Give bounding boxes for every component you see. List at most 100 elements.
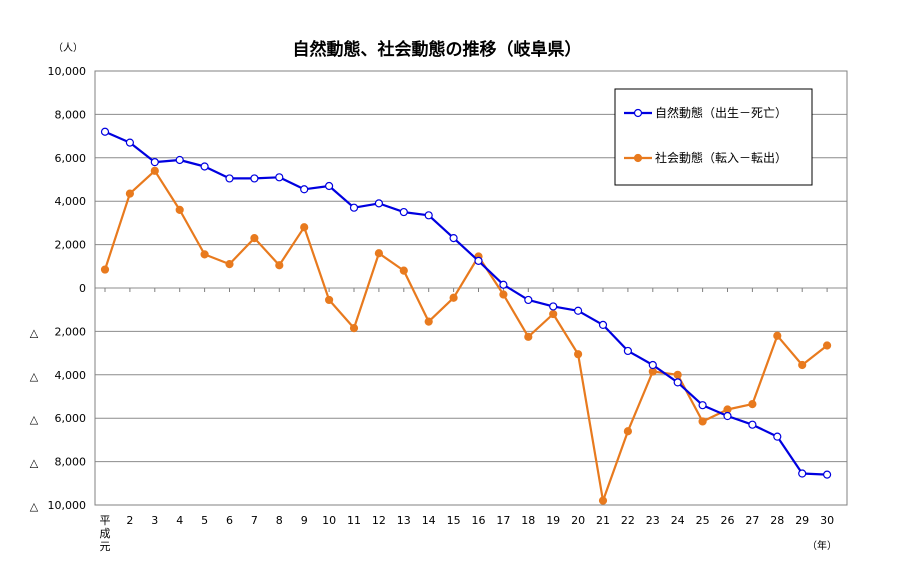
data-point [175, 155, 184, 165]
x-tick-label: 17 [496, 514, 510, 527]
x-tick-label: 6 [226, 514, 233, 527]
series-line-1 [103, 169, 828, 502]
data-point [798, 469, 807, 478]
data-point [623, 427, 633, 436]
data-point [424, 317, 433, 326]
data-point [225, 260, 234, 269]
data-point [598, 496, 608, 505]
legend-swatch-marker [633, 108, 643, 118]
y-tick-label: 10,000 [48, 499, 87, 512]
y-tick-label: 8,000 [55, 456, 87, 469]
data-point [549, 309, 558, 319]
y-tick-label: 2,000 [55, 325, 87, 338]
legend-box [614, 88, 813, 186]
data-point [748, 420, 757, 429]
data-point [574, 350, 583, 359]
x-tick-label: 7 [251, 514, 258, 527]
data-point [823, 341, 832, 350]
x-tick-label: 10 [322, 514, 336, 527]
data-point [175, 205, 184, 214]
x-tick-label: 25 [696, 514, 710, 527]
data-point [698, 417, 707, 426]
x-tick-label: 21 [596, 514, 610, 527]
data-point [275, 261, 284, 270]
data-point [748, 399, 757, 409]
legend-label: 自然動態（出生－死亡） [655, 105, 787, 120]
data-point [822, 470, 832, 479]
x-tick-label: 26 [721, 514, 735, 527]
data-point [623, 346, 633, 356]
y-tick-label: 4,000 [55, 195, 87, 208]
x-tick-label: 30 [820, 514, 834, 527]
data-point [349, 203, 359, 212]
x-tick-label: 29 [795, 514, 809, 527]
data-point [499, 280, 508, 289]
x-tick-label: 18 [521, 514, 535, 527]
data-point [798, 360, 807, 370]
data-point [125, 138, 134, 147]
data-point [100, 127, 110, 136]
y-tick-label: 6,000 [55, 152, 87, 165]
y-tick-label: 2,000 [55, 239, 87, 252]
y-tick-label: 4,000 [55, 369, 87, 382]
x-tick-label: 12 [372, 514, 386, 527]
data-point [200, 162, 209, 171]
negative-marker: △ [30, 370, 39, 383]
x-tick-label: 2 [126, 514, 133, 527]
series-lines [100, 127, 832, 505]
data-point [723, 411, 732, 421]
negative-marker: △ [30, 500, 39, 513]
data-point [200, 250, 209, 259]
legend-swatch-marker [633, 153, 643, 163]
x-tick-label: 11 [347, 514, 361, 527]
x-tick-label: 24 [671, 514, 685, 527]
x-tick-label: 19 [546, 514, 560, 527]
legend: 自然動態（出生－死亡） 社会動態（転入－転出） [614, 88, 813, 186]
data-point [150, 158, 159, 167]
data-point [250, 174, 259, 183]
x-tick-label: 14 [422, 514, 436, 527]
x-axis-unit: （年） [807, 539, 837, 552]
x-tick-label: 3 [151, 514, 158, 527]
data-point [449, 293, 458, 302]
x-tick-label: 5 [201, 514, 208, 527]
data-point [673, 370, 682, 379]
data-point [399, 266, 408, 275]
data-point [300, 185, 309, 194]
x-tick-label: 8 [276, 514, 283, 527]
x-tick-label: 15 [447, 514, 461, 527]
data-point [773, 432, 782, 441]
data-point [100, 265, 110, 274]
legend-label: 社会動態（転入－転出） [655, 150, 787, 165]
data-point [449, 233, 458, 243]
data-point [499, 290, 508, 299]
data-point [648, 360, 657, 370]
data-point [325, 295, 334, 305]
data-point [150, 166, 159, 175]
x-tick-label: 4 [176, 514, 183, 527]
negative-marker: △ [30, 413, 39, 426]
data-point [549, 302, 558, 311]
data-point [325, 181, 334, 191]
x-tick-label: 20 [571, 514, 585, 527]
x-tick-label: 13 [397, 514, 411, 527]
x-tick-label: 9 [301, 514, 308, 527]
data-point [698, 401, 707, 410]
x-tick-label: 28 [770, 514, 784, 527]
y-axis-unit: （人） [53, 42, 83, 54]
plot-frame [94, 70, 848, 506]
data-point [275, 173, 284, 182]
data-point [125, 189, 134, 198]
negative-marker: △ [30, 326, 39, 339]
y-tick-label: 8,000 [55, 108, 87, 121]
y-tick-label: 0 [79, 282, 86, 295]
series-line-0 [104, 130, 828, 476]
chart-title: 自然動態、社会動態の推移（岐阜県） [293, 39, 582, 60]
data-point [374, 249, 383, 258]
y-tick-labels: 10,000 8,000 6,000 4,000 2,000 0 2,000 △ 4,000 △ 6… [30, 65, 86, 513]
data-point [474, 256, 483, 265]
negative-marker: △ [30, 457, 39, 470]
x-tick-label: 23 [646, 514, 660, 527]
